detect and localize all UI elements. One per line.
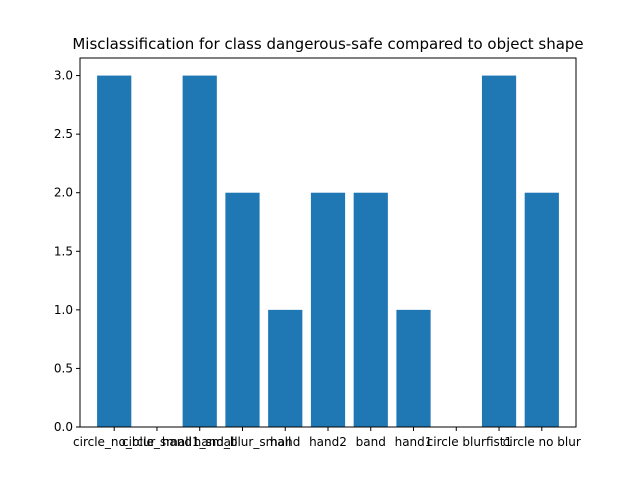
x-tick-label-8: circle blur — [427, 435, 486, 449]
y-tick-label-4: 2.0 — [54, 186, 73, 200]
y-tick-label-2: 1.0 — [54, 303, 73, 317]
y-tick-label-3: 1.5 — [54, 244, 73, 258]
x-tick-label-4: hand — [270, 435, 300, 449]
y-tick-label-6: 3.0 — [54, 69, 73, 83]
x-tick-label-0: circle_no_blur — [73, 435, 155, 449]
bar-0 — [97, 75, 132, 427]
y-tick-label-0: 0.0 — [54, 420, 73, 434]
x-tick-label-3: hand_blur_small — [194, 435, 292, 449]
bar-5 — [310, 192, 346, 427]
bar-10 — [524, 192, 559, 427]
x-axis: circle_no_blurcircle_smallhand1_smallhan… — [73, 427, 581, 449]
x-tick-label-7: hand1 — [395, 435, 433, 449]
chart-title: Misclassification for class dangerous-sa… — [72, 35, 583, 53]
y-axis: 0.0 0.5 1.0 1.5 2.0 2.5 3.0 — [54, 69, 80, 434]
bars-group — [97, 75, 559, 427]
y-tick-label-5: 2.5 — [54, 127, 73, 141]
x-tick-label-10: circle no blur — [503, 435, 581, 449]
plot-frame — [79, 57, 577, 428]
bar-2 — [182, 75, 217, 427]
x-tick-label-5: hand2 — [309, 435, 347, 449]
y-tick-label-1: 0.5 — [54, 361, 73, 375]
bar-9 — [481, 75, 517, 427]
bar-6 — [353, 192, 388, 427]
x-tick-label-1: circle_small — [122, 435, 192, 449]
bar-3 — [225, 192, 260, 427]
x-tick-label-2: hand1_small — [162, 435, 238, 449]
bar-4 — [268, 309, 303, 427]
bar-7 — [396, 309, 431, 427]
x-tick-label-6: band — [356, 435, 386, 449]
x-tick-label-9: fist1 — [486, 435, 512, 449]
